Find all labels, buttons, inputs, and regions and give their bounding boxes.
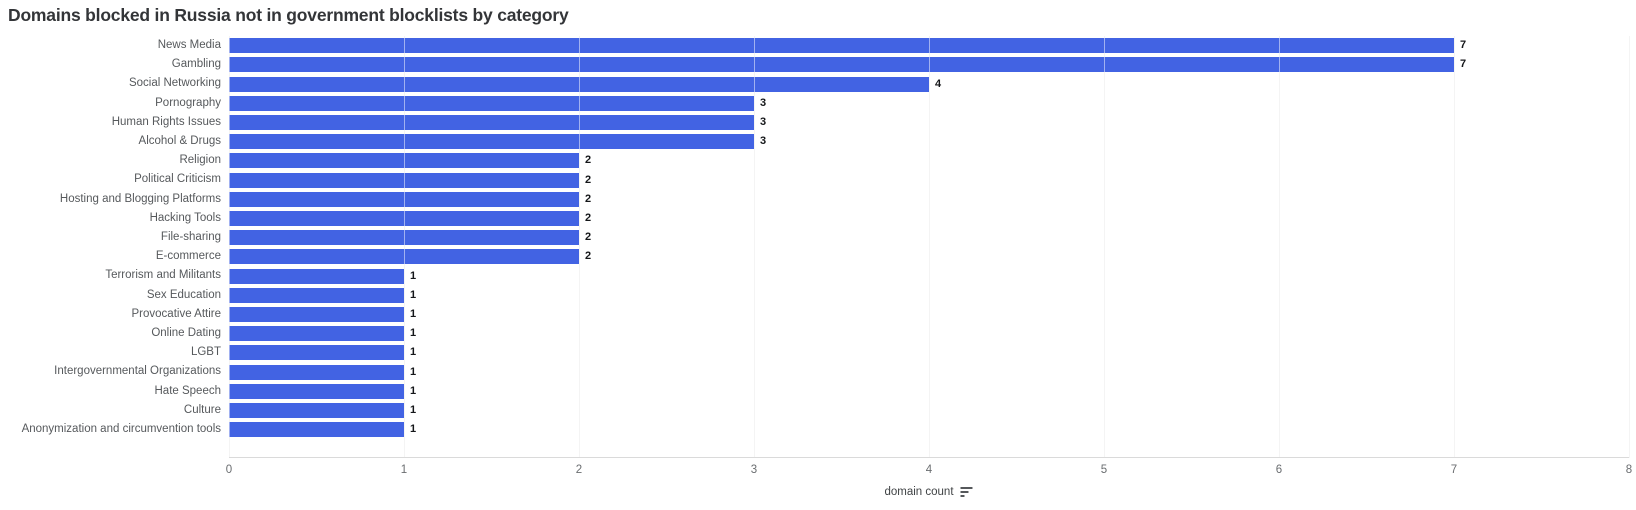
category-label: LGBT (190, 346, 221, 359)
category-label: Alcohol & Drugs (138, 135, 221, 147)
category-label: Intergovernmental Organizations (54, 365, 221, 378)
bar-row: 1 (229, 326, 1629, 342)
bar-human-rights-issues (229, 114, 754, 130)
bar-value-label: 1 (410, 423, 417, 436)
bar-value-label: 3 (760, 115, 767, 128)
category-label: Hosting and Blogging Platforms (59, 192, 221, 205)
x-axis-title: domain count (884, 486, 973, 498)
plot-area: 7 7 4 3 3 3 2 2 2 2 2 2 1 1 1 1 1 1 1 1 1 (229, 36, 1630, 458)
category-label: Anonymization and circumvention tools (21, 423, 221, 435)
x-axis-label: domain count (884, 486, 954, 498)
x-tick-label-5: 5 (1100, 464, 1108, 476)
x-tick-label-0: 0 (225, 464, 233, 476)
category-label: E-commerce (155, 250, 221, 263)
bar-pornography (229, 95, 754, 111)
bar-hate-speech (229, 383, 404, 399)
category-label: Provocative Attire (131, 307, 221, 320)
bar-value-label: 1 (410, 346, 417, 359)
bar-row: 1 (229, 306, 1629, 322)
bar-row: 1 (229, 402, 1629, 418)
category-label: Human Rights Issues (111, 115, 221, 128)
category-label: Online Dating (151, 327, 221, 339)
category-label: Political Criticism (134, 173, 221, 186)
bar-row: 3 (229, 134, 1629, 150)
category-label: Culture (183, 403, 221, 416)
bar-online-dating (229, 326, 404, 342)
bar-value-label: 2 (585, 231, 592, 244)
bar-value-label: 3 (760, 96, 767, 109)
bar-intergovernmental-organizations (229, 364, 404, 380)
bar-value-label: 1 (410, 365, 417, 378)
bar-row: 3 (229, 95, 1629, 111)
x-tick-label-4: 4 (925, 464, 933, 476)
category-label: Gambling (171, 58, 221, 71)
bar-row: 1 (229, 287, 1629, 303)
chart-title: Domains blocked in Russia not in governm… (8, 5, 569, 25)
category-label: Pornography (155, 96, 221, 109)
x-axis-line (229, 457, 1629, 458)
bar-provocative-attire (229, 306, 404, 322)
bar-value-label: 2 (585, 154, 592, 167)
gridline-x-6 (1279, 36, 1280, 458)
x-tick-label-3: 3 (750, 464, 758, 476)
bar-value-label: 7 (1460, 39, 1467, 52)
bar-culture (229, 402, 404, 418)
category-label: News Media (157, 39, 221, 51)
bar-sex-education (229, 287, 404, 303)
bar-lgbt (229, 345, 404, 361)
category-label: Social Networking (128, 77, 221, 90)
bar-gambling (229, 57, 1454, 73)
category-label: Hate Speech (154, 384, 222, 397)
bar-row: 7 (229, 57, 1629, 73)
bar-value-label: 2 (585, 250, 592, 263)
category-label: Hacking Tools (149, 211, 221, 224)
bar-value-label: 1 (410, 307, 417, 320)
category-label: File-sharing (160, 231, 221, 243)
bar-value-label: 2 (585, 192, 592, 205)
bar-anonymization-and-circumvention-tools (229, 422, 404, 438)
gridline-x-5 (1104, 36, 1105, 458)
x-tick-label-7: 7 (1450, 464, 1458, 476)
x-tick-label-6: 6 (1275, 464, 1283, 476)
bar-value-label: 1 (410, 288, 417, 301)
bar-row: 7 (229, 38, 1629, 54)
sort-descending-icon (960, 487, 973, 497)
category-label: Sex Education (146, 288, 221, 301)
x-tick-label-1: 1 (400, 464, 408, 476)
bar-value-label: 2 (585, 173, 592, 186)
gridline-x-4 (929, 36, 930, 458)
bar-alcohol-drugs (229, 134, 754, 150)
gridline-x-0 (229, 36, 230, 458)
gridline-x-2 (579, 36, 580, 458)
bar-row: 1 (229, 345, 1629, 361)
bar-row: 3 (229, 114, 1629, 130)
category-label: Terrorism and Militants (105, 269, 221, 282)
gridline-x-1 (404, 36, 405, 458)
bar-news-media (229, 38, 1454, 54)
x-tick-label-8: 8 (1625, 464, 1633, 476)
bar-value-label: 7 (1460, 58, 1467, 71)
bar-terrorism-and-militants (229, 268, 404, 284)
bar-value-label: 1 (410, 327, 417, 340)
bar-row: 1 (229, 268, 1629, 284)
bar-value-label: 4 (935, 77, 942, 90)
bar-row: 1 (229, 422, 1629, 438)
x-tick-label-2: 2 (575, 464, 583, 476)
gridline-x-8 (1629, 36, 1630, 458)
bar-value-label: 1 (410, 403, 417, 416)
category-label: Religion (179, 154, 221, 167)
bar-value-label: 3 (760, 135, 767, 148)
bar-value-label: 1 (410, 269, 417, 282)
bar-row: 1 (229, 383, 1629, 399)
gridline-x-7 (1454, 36, 1455, 458)
bar-value-label: 2 (585, 211, 592, 224)
gridline-x-3 (754, 36, 755, 458)
bar-row: 1 (229, 364, 1629, 380)
bar-value-label: 1 (410, 384, 417, 397)
